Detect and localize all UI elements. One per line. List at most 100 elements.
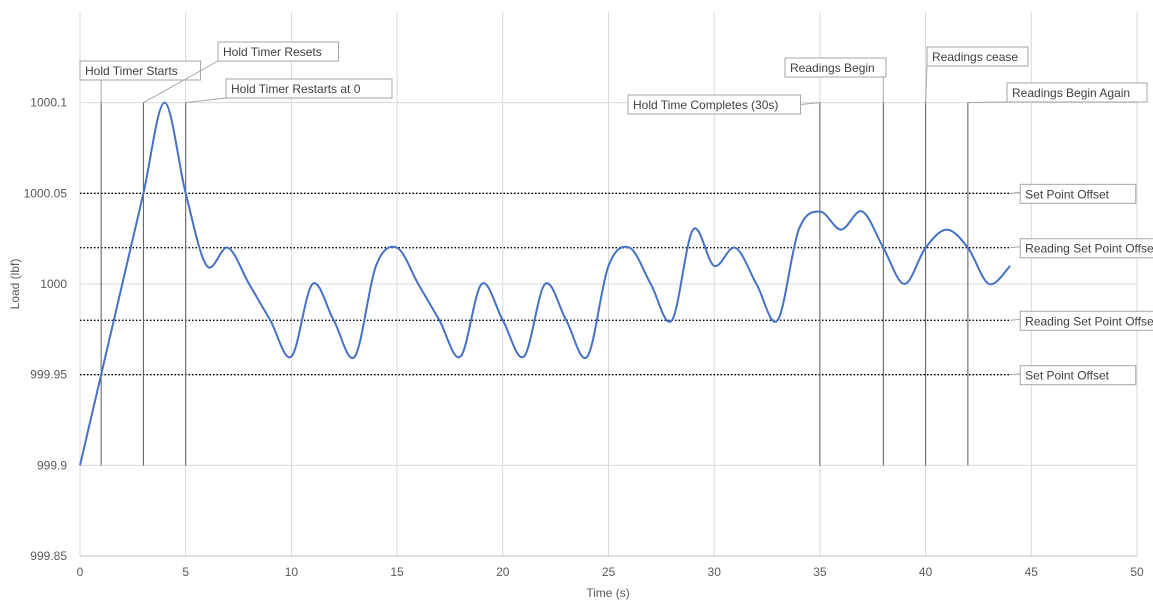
x-tick-label: 30: [708, 565, 722, 579]
data-point: [734, 247, 736, 249]
x-tick-label: 0: [77, 565, 84, 579]
x-tick-label: 25: [602, 565, 616, 579]
data-point: [650, 283, 652, 285]
reference-leader-line: [1010, 318, 1021, 321]
data-point: [417, 283, 419, 285]
reference-label-box: [1019, 310, 1153, 331]
data-point: [1009, 265, 1011, 267]
x-tick-label: 20: [496, 565, 510, 579]
event-label: Readings Begin Again: [1012, 86, 1130, 100]
data-point: [798, 229, 800, 231]
reference-label: Set Point Offset: [1025, 369, 1109, 383]
event-label: Readings cease: [932, 50, 1018, 64]
reference-label: Set Point Offset: [1025, 187, 1109, 201]
event-label-box: [627, 94, 801, 115]
data-point: [903, 283, 905, 285]
y-tick-label: 1000.05: [24, 186, 68, 200]
reference-label: Reading Set Point Offset: [1025, 314, 1153, 328]
x-tick-label: 5: [182, 565, 189, 579]
event-label: Hold Time Completes (30s): [633, 98, 778, 112]
data-point: [502, 319, 504, 321]
reference-label: Reading Set Point Offset: [1025, 242, 1153, 256]
data-point: [460, 356, 462, 358]
x-axis-title: Time (s): [586, 586, 630, 600]
reference-leader-line: [1010, 373, 1021, 376]
event-leader-line: [925, 65, 928, 103]
data-point: [248, 283, 250, 285]
data-point: [227, 247, 229, 249]
data-point: [925, 247, 927, 249]
event-label-box: [926, 46, 1029, 67]
data-point: [185, 192, 187, 194]
data-point: [206, 265, 208, 267]
y-axis-title: Load (lbf): [8, 259, 22, 310]
series-layer: [79, 101, 1011, 466]
data-point: [481, 283, 483, 285]
data-point: [946, 229, 948, 231]
data-point: [354, 356, 356, 358]
data-point: [142, 192, 144, 194]
y-tick-label: 1000: [40, 277, 67, 291]
data-point: [629, 247, 631, 249]
data-point: [692, 229, 694, 231]
data-point: [396, 247, 398, 249]
data-point: [713, 265, 715, 267]
event-label-box: [225, 78, 393, 99]
data-point: [164, 102, 166, 104]
event-markers-layer: [100, 102, 969, 466]
data-point: [988, 283, 990, 285]
x-tick-label: 10: [285, 565, 299, 579]
event-label: Hold Timer Restarts at 0: [231, 82, 361, 96]
y-tick-label: 999.95: [30, 368, 67, 382]
y-tick-label: 999.85: [30, 549, 67, 563]
event-leader-line: [800, 102, 820, 105]
data-point: [882, 247, 884, 249]
data-point: [312, 283, 314, 285]
event-label-box: [217, 41, 339, 62]
data-point: [967, 247, 969, 249]
y-tick-label: 999.9: [37, 458, 67, 472]
x-tick-label: 15: [390, 565, 404, 579]
reference-lines-layer: [80, 192, 1011, 376]
data-point: [79, 464, 81, 466]
reference-label-box: [1019, 183, 1137, 204]
x-tick-label: 50: [1130, 565, 1144, 579]
x-tick-label: 45: [1025, 565, 1039, 579]
reference-label-box: [1019, 365, 1137, 386]
y-tick-label: 1000.1: [30, 96, 67, 110]
event-leader-line: [967, 101, 1008, 104]
event-leader-line: [143, 60, 219, 104]
reference-leader-line: [1010, 246, 1021, 249]
data-point: [269, 319, 271, 321]
x-tick-label: 40: [919, 565, 933, 579]
data-point: [840, 229, 842, 231]
event-label: Hold Timer Starts: [85, 64, 178, 78]
data-point: [565, 319, 567, 321]
event-label-box: [784, 57, 887, 78]
x-tick-label: 35: [813, 565, 827, 579]
event-leader-line: [185, 97, 227, 104]
reference-leader-line: [1010, 191, 1021, 194]
data-point: [375, 265, 377, 267]
axis-layer: 999.85 999.9 999.95 1000 1000.05 1000.1 0 5 10 15…: [24, 96, 1144, 579]
data-point: [608, 265, 610, 267]
data-point: [121, 283, 123, 285]
data-point: [290, 356, 292, 358]
data-point: [777, 319, 779, 321]
data-point: [438, 319, 440, 321]
data-point: [671, 319, 673, 321]
data-point: [586, 356, 588, 358]
event-label-box: [1006, 82, 1148, 103]
event-label: Readings Begin: [790, 61, 875, 75]
data-point: [755, 283, 757, 285]
data-point: [100, 374, 102, 376]
event-label: Hold Timer Resets: [223, 45, 322, 59]
annotations-layer: Set Point Offset Reading Set Point Offset…: [79, 41, 1153, 386]
data-point: [544, 283, 546, 285]
data-point: [819, 210, 821, 212]
series-line: [79, 101, 1011, 466]
data-point: [861, 210, 863, 212]
reference-label-box: [1019, 238, 1153, 259]
